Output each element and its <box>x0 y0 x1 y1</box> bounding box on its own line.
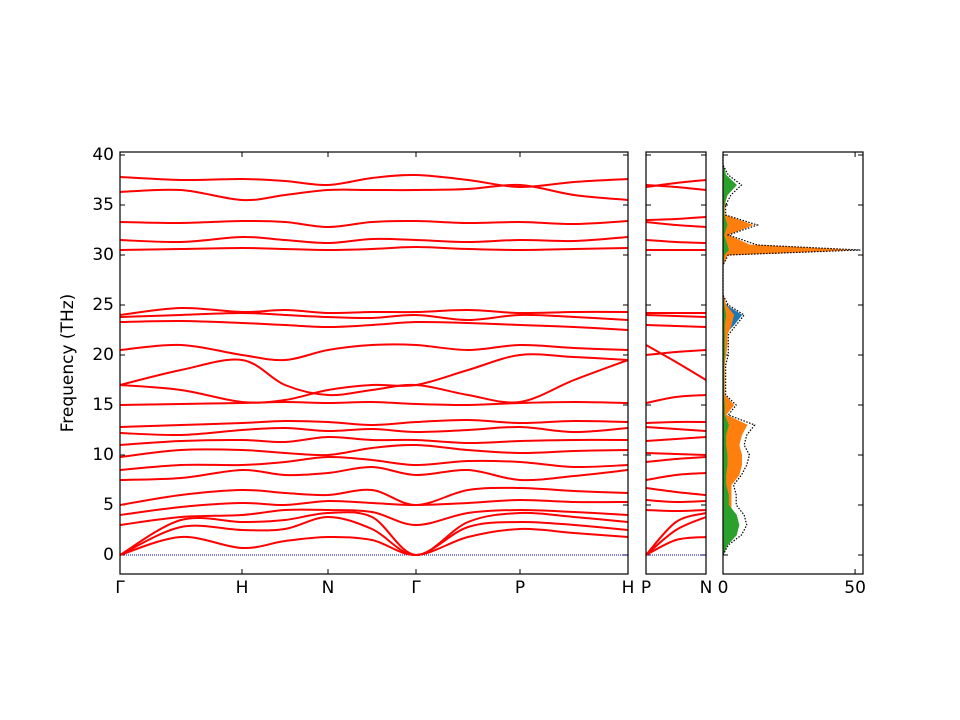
y-tick-label: 25 <box>92 295 114 315</box>
band-line <box>645 487 707 496</box>
band-line <box>119 400 629 407</box>
band-line <box>119 443 629 458</box>
band-line <box>119 219 629 229</box>
band-line <box>119 425 629 437</box>
band-line <box>119 508 629 527</box>
y-tick-label: 40 <box>92 145 114 165</box>
band-line <box>645 216 707 221</box>
band-line <box>645 509 707 513</box>
x-tick-label: P <box>641 578 651 598</box>
band-line <box>645 499 707 504</box>
band-line <box>119 486 629 507</box>
x-tick-label: N <box>322 578 335 598</box>
y-tick-label: 10 <box>92 445 114 465</box>
y-tick-label: 20 <box>92 345 114 365</box>
band-line <box>645 472 707 481</box>
plot-frame <box>645 151 707 575</box>
band-line <box>119 306 629 316</box>
band-line <box>119 245 629 252</box>
band-line <box>119 435 629 446</box>
band-line <box>119 353 629 404</box>
band-line <box>119 183 629 202</box>
band-line <box>119 418 629 428</box>
band-line <box>119 173 629 189</box>
band-line <box>645 456 707 463</box>
band-line <box>645 344 707 381</box>
band-line <box>645 516 707 556</box>
band-line <box>119 515 629 557</box>
band-line <box>645 239 707 244</box>
dos-total <box>722 155 861 556</box>
x-tick-label: Γ <box>115 578 125 598</box>
band-line <box>645 349 707 356</box>
band-line <box>119 527 629 557</box>
band-line <box>645 314 707 318</box>
plot-frame <box>119 151 629 575</box>
band-line <box>645 394 707 404</box>
band-line <box>645 324 707 328</box>
plot-frame <box>722 151 864 575</box>
band-line <box>119 311 629 322</box>
band-line <box>119 498 629 516</box>
x-tick-label: N <box>700 578 713 598</box>
y-tick-label: 30 <box>92 245 114 265</box>
y-tick-label: 5 <box>103 495 114 515</box>
band-line <box>645 179 707 188</box>
x-tick-label: 50 <box>844 578 866 598</box>
x-tick-label: P <box>515 578 525 598</box>
band-line <box>119 235 629 245</box>
band-line <box>645 512 707 556</box>
y-tick-label: 35 <box>92 195 114 215</box>
band-line <box>119 465 629 482</box>
dos-partial <box>722 155 850 556</box>
band-line <box>119 511 629 557</box>
x-tick-label: H <box>622 578 635 598</box>
band-line <box>119 343 629 362</box>
band-line <box>119 455 629 471</box>
band-line <box>645 221 707 228</box>
dos-partial <box>722 155 740 556</box>
band-line <box>119 358 629 404</box>
band-line <box>645 426 707 432</box>
band-line <box>645 536 707 556</box>
band-line <box>119 319 629 331</box>
x-tick-label: Γ <box>411 578 421 598</box>
band-line <box>645 436 707 442</box>
x-tick-label: H <box>236 578 249 598</box>
band-line <box>645 420 707 424</box>
y-axis-label: Frequency (THz) <box>58 294 78 433</box>
band-line <box>645 452 707 456</box>
x-tick-label: 0 <box>718 578 729 598</box>
y-tick-label: 0 <box>103 545 114 565</box>
y-tick-label: 15 <box>92 395 114 415</box>
